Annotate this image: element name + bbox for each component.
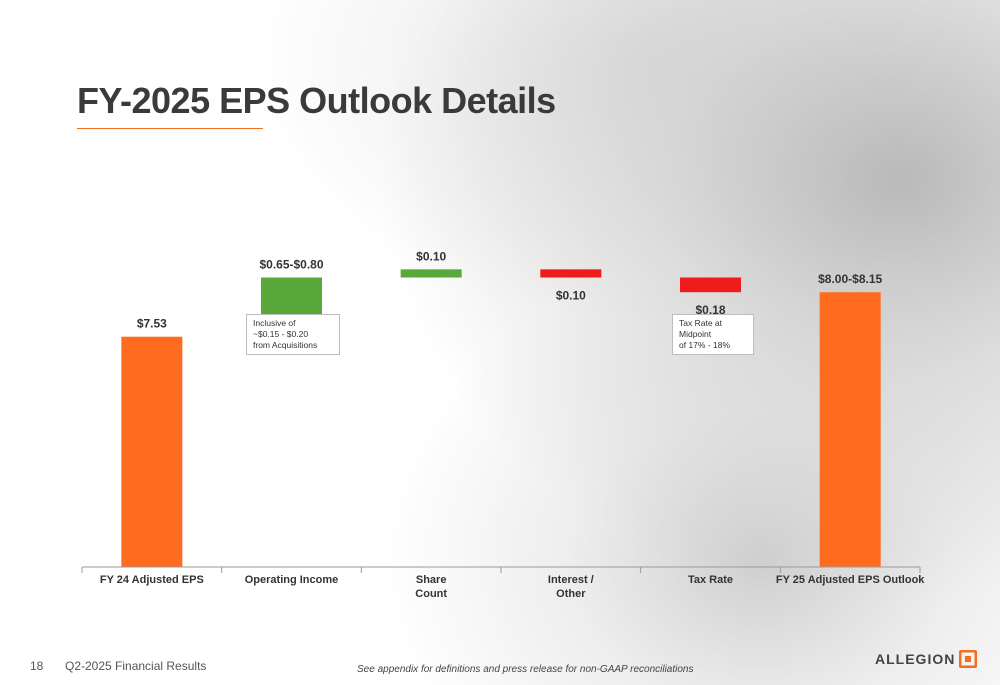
category-label-1: Operating Income xyxy=(245,574,339,586)
logo-text: ALLEGION xyxy=(875,651,956,667)
title-underline xyxy=(77,128,263,129)
footnote: See appendix for definitions and press r… xyxy=(357,664,694,675)
category-label-4: Tax Rate xyxy=(688,574,733,586)
logo-mark-icon xyxy=(959,650,978,668)
page-title: FY-2025 EPS Outlook Details xyxy=(77,80,556,121)
bar-5 xyxy=(819,292,881,567)
category-label-2: Share Count xyxy=(415,574,447,600)
tax-rate-note: Tax Rate at Midpoint of 17% - 18% xyxy=(672,314,754,355)
data-label-1: $0.65-$0.80 xyxy=(259,258,323,272)
category-label-5: FY 25 Adjusted EPS Outlook xyxy=(776,574,925,586)
data-label-2: $0.10 xyxy=(416,249,446,263)
data-label-4: $0.18 xyxy=(695,303,725,317)
bar-3 xyxy=(540,269,602,278)
acquisitions-note: Inclusive of ~$0.15 - $0.20 from Acquisi… xyxy=(246,314,340,355)
data-label-0: $7.53 xyxy=(137,317,167,331)
bar-4 xyxy=(680,277,741,293)
bar-2 xyxy=(400,269,462,278)
category-label-3: Interest / Other xyxy=(548,574,594,600)
allegion-logo: ALLEGION xyxy=(875,650,978,668)
page-number: 18 xyxy=(30,659,44,673)
category-label-0: FY 24 Adjusted EPS xyxy=(100,574,204,586)
report-title: Q2-2025 Financial Results xyxy=(65,659,207,673)
data-label-5: $8.00-$8.15 xyxy=(818,272,882,286)
data-label-3: $0.10 xyxy=(556,289,586,303)
bar-0 xyxy=(121,336,183,567)
